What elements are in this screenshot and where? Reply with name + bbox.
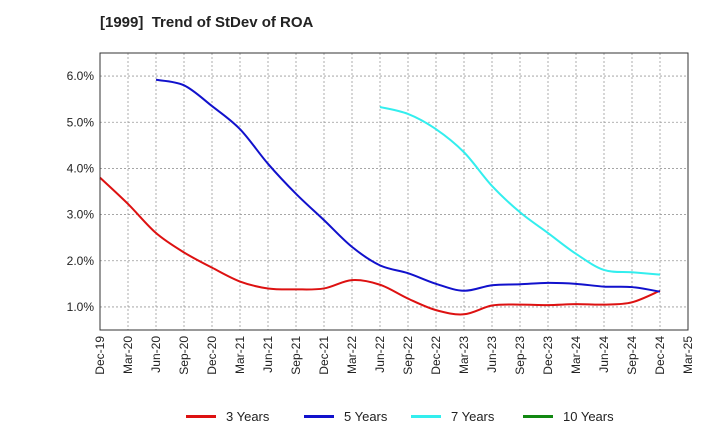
series-line-3-years: [99, 176, 661, 316]
legend-item: 7 Years: [411, 404, 494, 428]
x-tick-label: Jun-22: [373, 336, 387, 373]
x-tick-label: Dec-21: [317, 336, 331, 375]
legend-label: 5 Years: [344, 408, 388, 424]
x-tick-label: Jun-21: [261, 336, 275, 373]
legend-swatch: [523, 414, 553, 418]
legend-swatch: [186, 414, 216, 418]
x-tick-label: Mar-22: [345, 336, 359, 374]
y-tick-label: 3.0%: [67, 208, 95, 222]
x-tick-label: Dec-20: [205, 336, 219, 375]
y-tick-label: 2.0%: [67, 254, 95, 268]
x-tick-label: Dec-22: [429, 336, 443, 375]
legend-item: 10 Years: [523, 404, 614, 428]
x-tick-label: Sep-20: [177, 336, 191, 375]
x-tick-label: Sep-21: [289, 336, 303, 375]
legend-item: 5 Years: [304, 404, 387, 428]
x-tick-label: Mar-21: [233, 336, 247, 374]
plot-area: [100, 53, 688, 330]
x-tick-label: Jun-23: [485, 336, 499, 373]
chart-legend: 3 Years 5 Years 7 Years 10 Years: [0, 404, 720, 428]
x-tick-label: Sep-22: [401, 336, 415, 375]
legend-swatch: [304, 414, 334, 418]
legend-item: 3 Years: [186, 404, 269, 428]
x-tick-label: Jun-20: [149, 336, 163, 373]
legend-label: 10 Years: [563, 408, 614, 424]
series-line-7-years: [379, 106, 661, 276]
y-tick-label: 1.0%: [67, 300, 95, 314]
x-tick-label: Sep-24: [625, 336, 639, 375]
x-tick-label: Dec-19: [93, 336, 107, 375]
plot-border: [99, 52, 689, 331]
y-tick-label: 4.0%: [67, 161, 95, 175]
x-tick-label: Dec-23: [541, 336, 555, 375]
x-tick-label: Dec-24: [653, 336, 667, 375]
legend-label: 3 Years: [226, 408, 270, 424]
y-tick-label: 6.0%: [67, 69, 95, 83]
x-tick-label: Jun-24: [597, 336, 611, 373]
x-tick-label: Mar-20: [121, 336, 135, 374]
x-tick-label: Sep-23: [513, 336, 527, 375]
y-tick-label: 5.0%: [67, 115, 95, 129]
legend-label: 7 Years: [451, 408, 495, 424]
legend-swatch: [411, 414, 441, 418]
chart-title: [1999] Trend of StDev of ROA: [100, 14, 314, 31]
series-line-5-years: [155, 78, 661, 293]
x-tick-label: Mar-25: [681, 336, 695, 374]
x-tick-label: Mar-24: [569, 336, 583, 374]
x-tick-label: Mar-23: [457, 336, 471, 374]
